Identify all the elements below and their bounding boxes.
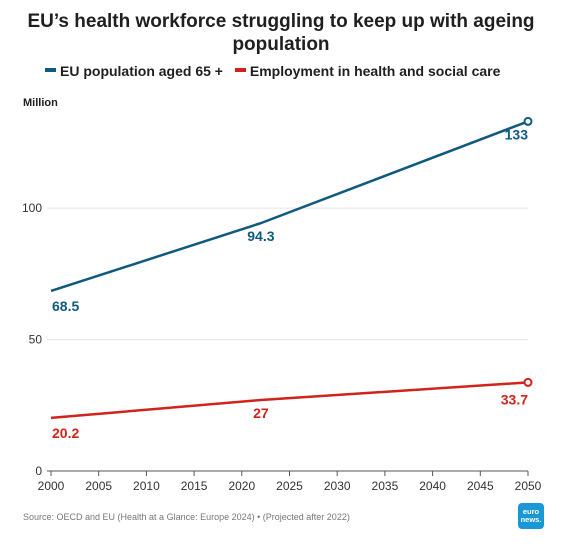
x-tick-label: 2050 [515, 479, 542, 493]
x-tick-label: 2025 [276, 479, 303, 493]
legend-swatch-employment [234, 68, 246, 73]
legend-label-employment: Employment in health and social care [249, 63, 501, 79]
y-tick-label: 0 [35, 464, 42, 478]
y-tick-label: 50 [29, 333, 43, 347]
x-tick-label: 2010 [133, 479, 160, 493]
data-label: 68.5 [52, 298, 79, 314]
x-tick-label: 2035 [372, 479, 399, 493]
series-line-1 [50, 381, 529, 420]
series-line-0 [50, 120, 529, 293]
data-label: 33.7 [501, 391, 528, 407]
euronews-logo: euro news. [518, 503, 544, 529]
legend-item-population: EU population aged 65 + [45, 63, 223, 79]
data-label: 94.3 [247, 228, 274, 244]
logo-text-line2: news. [520, 515, 542, 524]
legend-swatch-population [45, 68, 56, 73]
data-label: 133 [505, 126, 529, 142]
y-axis-unit-label: Million [23, 97, 58, 109]
legend-item-employment: Employment in health and social care [234, 63, 501, 79]
x-tick-label: 2030 [324, 479, 351, 493]
logo-text-line1: euro [522, 507, 540, 516]
data-label: 27 [253, 405, 269, 421]
x-tick-label: 2020 [228, 479, 255, 493]
series-end-marker-1 [523, 377, 533, 387]
x-tick-label: 2015 [181, 479, 208, 493]
data-label: 20.2 [52, 425, 79, 441]
chart-legend: EU population aged 65 + Employment in he… [45, 63, 508, 79]
y-tick-label: 100 [22, 201, 42, 215]
x-tick-label: 2000 [38, 479, 65, 493]
legend-label-population: EU population aged 65 + [60, 63, 223, 79]
source-note: Source: OECD and EU (Health at a Glance:… [23, 512, 350, 522]
x-tick-label: 2045 [467, 479, 494, 493]
x-tick-label: 2040 [419, 479, 446, 493]
x-tick-label: 2005 [85, 479, 112, 493]
chart-title: EU’s health workforce struggling to keep… [27, 11, 535, 55]
series-end-marker-0 [523, 116, 533, 126]
